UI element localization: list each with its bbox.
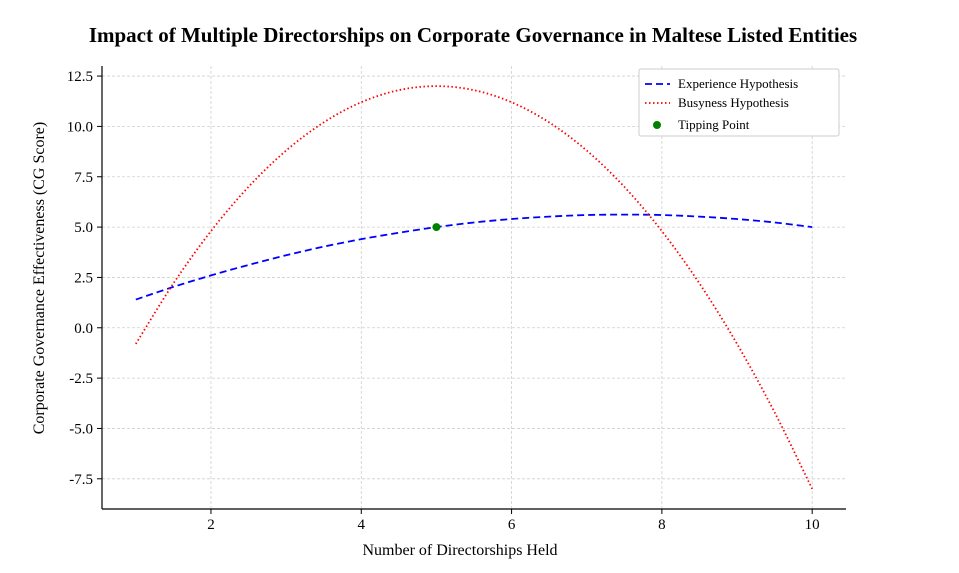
legend: Experience Hypothesis Busyness Hypothesis… — [638, 68, 840, 137]
x-tick-label: 8 — [658, 517, 666, 533]
x-tick-label: 4 — [358, 517, 366, 533]
point-tipping-point — [432, 223, 441, 232]
y-tick-label: 10.0 — [67, 119, 93, 135]
y-tick-label: 12.5 — [67, 69, 93, 85]
grid — [102, 66, 846, 509]
legend-label-experience-hypothesis: Experience Hypothesis — [678, 76, 798, 91]
y-tick-label: 5.0 — [74, 220, 93, 236]
y-tick-label: -7.5 — [69, 472, 93, 488]
legend-swatch-tipping-point — [653, 121, 661, 129]
y-axis-label: Corporate Governance Effectiveness (CG S… — [31, 122, 48, 434]
legend-label-busyness-hypothesis: Busyness Hypothesis — [678, 95, 789, 110]
y-tick-label: 0.0 — [74, 321, 93, 337]
x-tick-label: 10 — [805, 517, 820, 533]
y-tick-label: 7.5 — [74, 170, 93, 186]
axes — [101, 66, 846, 510]
series-line-experience-hypothesis — [135, 213, 813, 301]
legend-label-tipping-point: Tipping Point — [678, 117, 750, 132]
series-line-busyness-hypothesis — [135, 85, 813, 490]
x-axis-label: Number of Directorships Held — [362, 542, 557, 559]
series-group — [135, 85, 813, 490]
y-tick-label: 2.5 — [74, 270, 93, 286]
x-tick-label: 2 — [207, 517, 215, 533]
legend-box — [638, 68, 840, 137]
ticks: 2 4 6 8 10 -7.5 -5.0 -2.5 0.0 2.5 5.0 7.5 10.0 12.5 — [67, 69, 820, 533]
chart-title: Impact of Multiple Directorships on Corp… — [89, 23, 857, 47]
y-tick-label: -5.0 — [69, 421, 93, 437]
x-tick-label: 6 — [508, 517, 516, 533]
y-tick-label: -2.5 — [69, 371, 93, 387]
